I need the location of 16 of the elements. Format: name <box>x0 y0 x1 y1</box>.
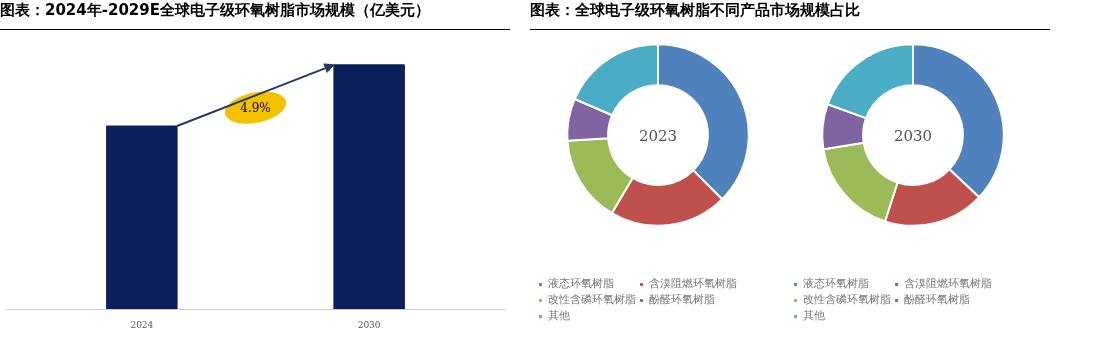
legend-label: 含溴阻燃环氧树脂 <box>904 277 992 291</box>
text: 2023 <box>638 126 678 145</box>
text: 2030 <box>893 126 933 145</box>
legend-label: 液态环氧树脂 <box>548 277 614 291</box>
legend-label: 酚醛环氧树脂 <box>649 293 715 307</box>
legend-label: 酚醛环氧树脂 <box>904 293 970 307</box>
legend-label: 改性含磷环氧树脂 <box>548 293 636 307</box>
legend-label: 其他 <box>803 309 825 323</box>
legend-label: 液态环氧树脂 <box>803 277 869 291</box>
chart-title: 图表：2024年-2029E全球电子级环氧树脂市场规模（亿美元） <box>0 0 430 21</box>
legend-label: 其他 <box>548 309 570 323</box>
legend-label: 含溴阻燃环氧树脂 <box>649 277 737 291</box>
chart-title: 图表：全球电子级环氧树脂不同产品市场规模占比 <box>530 0 860 21</box>
legend-label: 改性含磷环氧树脂 <box>803 293 891 307</box>
x-tick-label: 2024 <box>130 319 154 330</box>
annotation: 4.9% <box>240 100 271 115</box>
